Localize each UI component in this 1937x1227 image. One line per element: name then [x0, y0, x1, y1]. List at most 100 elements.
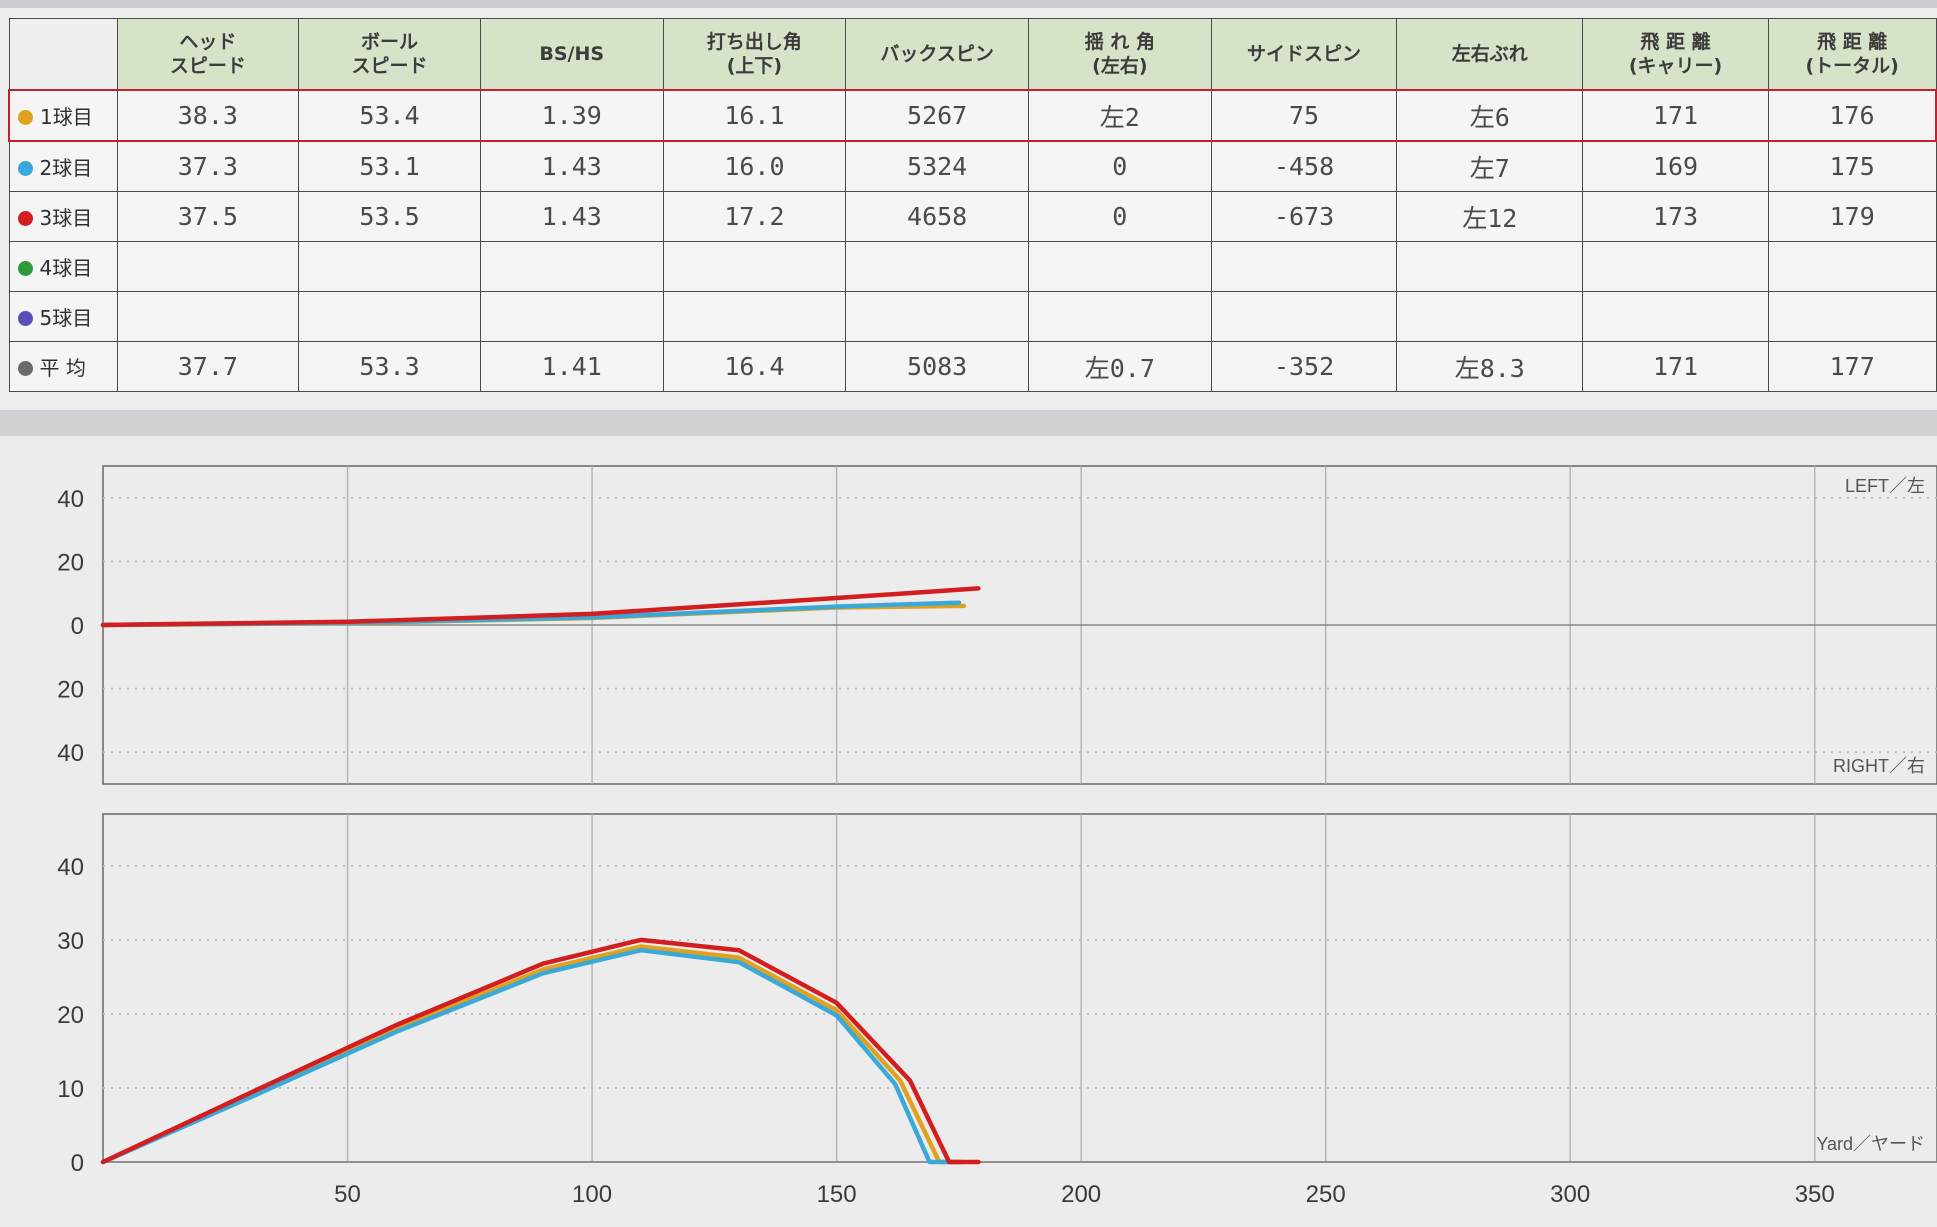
table-cell: 1.43 — [479, 140, 664, 192]
header-carry[interactable]: 飛 距 離 (キャリー) — [1582, 18, 1769, 91]
y-tick-label: 40 — [57, 486, 84, 513]
table-cell — [1767, 241, 1937, 292]
shot-label-text: 平 均 — [39, 356, 86, 380]
table-cell — [1027, 241, 1212, 292]
table-cell: 75 — [1210, 89, 1398, 142]
table-row[interactable]: 2球目 37.3 53.1 1.43 16.0 5324 0 -458 左7 169 175 — [8, 140, 1937, 192]
top-strip — [0, 0, 1937, 8]
x-tick-label: 250 — [1306, 1181, 1346, 1208]
table-row[interactable]: 4球目 — [8, 241, 1937, 292]
shot-color-dot-icon — [17, 311, 33, 326]
table-row[interactable]: 3球目 37.5 53.5 1.43 17.2 4658 0 -673 左12 173 179 — [8, 191, 1937, 242]
header-smash-factor[interactable]: BS/HS — [479, 18, 664, 91]
top-view-chart: 40 20 0 20 40 LEFT／左 RIGHT／右 — [57, 465, 1937, 785]
shot-label[interactable]: 5球目 — [8, 291, 118, 342]
x-tick-label: 50 — [334, 1181, 361, 1208]
table-cell: 53.3 — [298, 341, 481, 392]
header-head-speed[interactable]: ヘッド スピード — [116, 18, 300, 91]
table-cell: 左0.7 — [1027, 341, 1212, 392]
trajectory-line-3 — [100, 586, 981, 628]
header-side-spin[interactable]: サイドスピン — [1210, 18, 1398, 91]
table-cell: 179 — [1767, 191, 1937, 242]
table-cell: 53.4 — [298, 89, 481, 142]
shot-color-dot-icon — [18, 110, 33, 125]
header-back-spin[interactable]: バックスピン — [845, 18, 1029, 91]
y-tick-label: 20 — [57, 1002, 84, 1029]
trajectory-line-3 — [100, 937, 981, 1165]
shot-label-text: 1球目 — [40, 105, 93, 129]
table-cell: 0 — [1027, 140, 1212, 192]
header-total[interactable]: 飛 距 離 (トータル) — [1767, 18, 1937, 91]
shot-data-panel: ヘッド スピード ボール スピード BS/HS 打ち出し角 (上下) バックスピ… — [0, 8, 1937, 408]
header-side-angle[interactable]: 揺 れ 角 (左右) — [1027, 18, 1212, 91]
table-cell: -458 — [1210, 140, 1398, 192]
shot-label[interactable]: 4球目 — [8, 241, 118, 292]
x-tick-label: 150 — [817, 1181, 857, 1208]
y-tick-label: 40 — [57, 854, 84, 881]
table-cell — [116, 241, 300, 292]
table-cell: -673 — [1210, 191, 1398, 242]
table-row[interactable]: 1球目 38.3 53.4 1.39 16.1 5267 左2 75 左6 171 176 — [8, 89, 1937, 142]
shot-color-dot-icon — [17, 361, 33, 376]
section-divider — [0, 410, 1937, 436]
table-cell — [479, 241, 664, 292]
table-cell: 5324 — [845, 140, 1029, 192]
table-cell — [298, 291, 481, 342]
corner-label-yard: Yard／ヤード — [1816, 1134, 1925, 1154]
table-cell: 53.1 — [298, 140, 481, 192]
table-cell — [1027, 291, 1212, 342]
x-tick-label: 350 — [1795, 1181, 1835, 1208]
table-row[interactable]: 5球目 — [8, 291, 1937, 342]
table-cell: -352 — [1210, 341, 1398, 392]
corner-label-right: RIGHT／右 — [1833, 756, 1925, 776]
table-cell: 1.41 — [479, 341, 664, 392]
table-cell: 16.0 — [662, 140, 847, 192]
y-tick-label: 20 — [57, 549, 84, 576]
table-cell: 171 — [1582, 341, 1769, 392]
table-cell: 177 — [1767, 341, 1937, 392]
shot-label-text: 5球目 — [39, 306, 93, 330]
table-cell: 左8.3 — [1396, 341, 1584, 392]
table-cell: 37.7 — [116, 341, 300, 392]
table-cell — [1396, 291, 1584, 342]
table-cell: 175 — [1767, 140, 1937, 192]
header-launch-angle[interactable]: 打ち出し角 (上下) — [662, 18, 847, 91]
shot-label[interactable]: 1球目 — [8, 89, 118, 142]
table-row[interactable]: 平 均 37.7 53.3 1.41 16.4 5083 左0.7 -352 左8.3 171 17… — [8, 341, 1937, 392]
plot-frame — [102, 813, 1937, 1163]
table-cell — [1210, 241, 1398, 292]
shot-label[interactable]: 3球目 — [8, 191, 118, 242]
y-tick-label: 40 — [57, 740, 84, 767]
trajectory-line-2 — [100, 947, 962, 1165]
table-cell: 16.4 — [662, 341, 847, 392]
y-tick-label: 20 — [57, 677, 84, 704]
table-cell — [1582, 291, 1769, 342]
table-cell: 173 — [1582, 191, 1769, 242]
table-cell: 1.43 — [479, 191, 664, 242]
shot-label[interactable]: 2球目 — [8, 140, 118, 192]
header-offline[interactable]: 左右ぶれ — [1396, 18, 1584, 91]
y-tick-label: 0 — [71, 613, 84, 640]
shot-color-dot-icon — [17, 261, 33, 276]
table-cell: 5083 — [845, 341, 1029, 392]
table-cell: 37.3 — [116, 140, 300, 192]
shot-color-dot-icon — [17, 161, 33, 176]
table-cell — [1210, 291, 1398, 342]
table-cell: 171 — [1582, 89, 1769, 142]
table-cell: 38.3 — [116, 89, 300, 142]
shot-label[interactable]: 平 均 — [8, 341, 118, 392]
table-cell — [1396, 241, 1584, 292]
header-ball-speed[interactable]: ボール スピード — [298, 18, 481, 91]
table-cell: 176 — [1767, 89, 1937, 142]
shot-data-table: ヘッド スピード ボール スピード BS/HS 打ち出し角 (上下) バックスピ… — [8, 18, 1937, 392]
y-tick-label: 30 — [57, 928, 84, 955]
table-cell: 169 — [1582, 140, 1769, 192]
header-corner — [8, 18, 118, 91]
table-cell: 左6 — [1396, 89, 1584, 142]
table-cell: 1.39 — [479, 89, 664, 142]
table-cell — [845, 241, 1029, 292]
table-cell: 左12 — [1396, 191, 1584, 242]
shot-label-text: 4球目 — [39, 256, 93, 280]
